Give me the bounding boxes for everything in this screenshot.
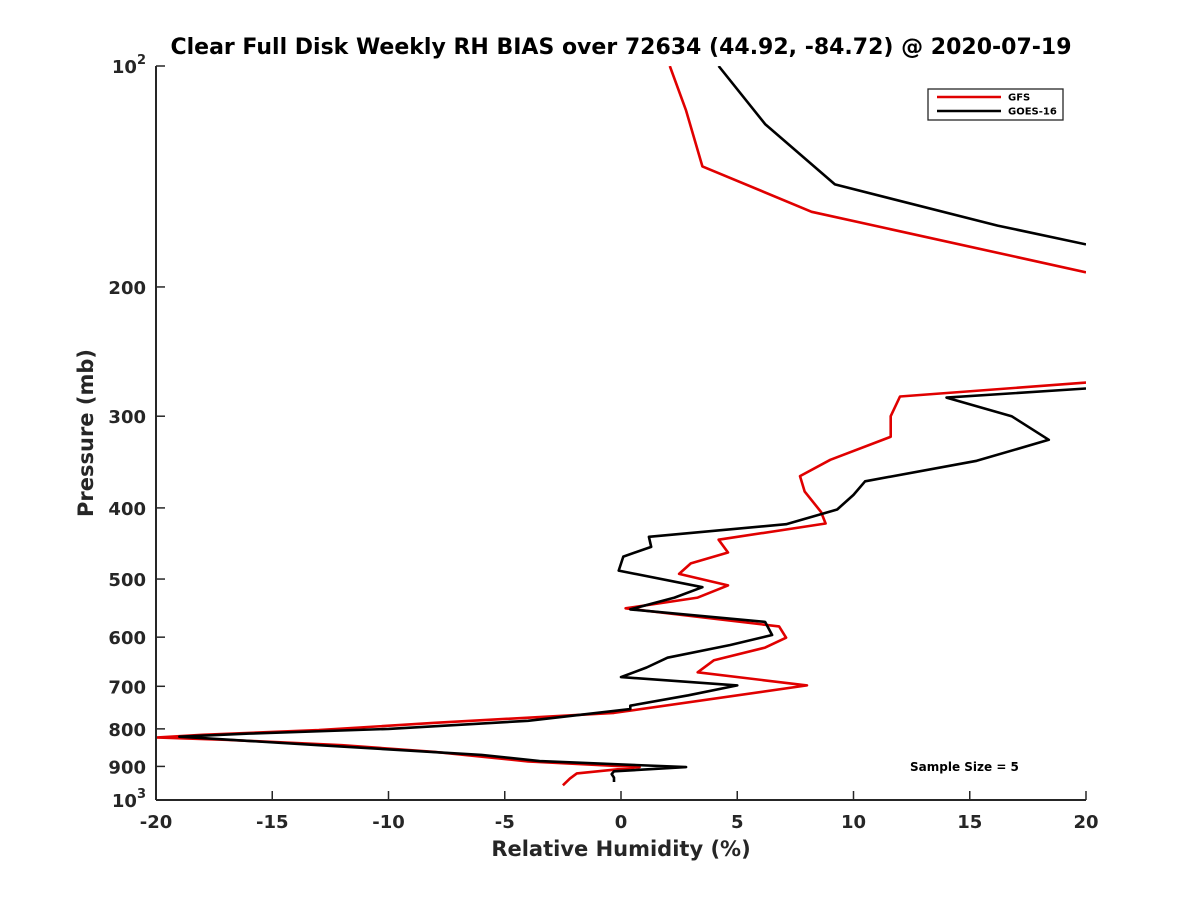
y-axis-label: Pressure (mb) [74,349,98,517]
x-tick-label: 20 [1073,812,1098,833]
series-line-goes-16-segment-1 [717,66,1086,246]
legend-label-gfs: GFS [1008,93,1030,104]
series-layer [156,66,1086,787]
y-tick-label: 200 [108,278,146,299]
y-tick-label: 600 [108,628,146,649]
sample-size-annotation: Sample Size = 5 [910,760,1019,774]
x-tick-label: -15 [256,812,289,833]
legend-box [927,88,1064,121]
x-tick-label: -10 [372,812,405,833]
y-tick-label: 400 [108,499,146,520]
y-tick-label: 103 [112,787,146,812]
y-tick-label: 900 [108,757,146,778]
series-line-goes-16-segment-2 [178,387,1086,782]
y-tick-label: 102 [112,53,146,78]
y-tick-label: 800 [108,720,146,741]
legend: GFS GOES-16 [927,88,1064,121]
series-line-gfs-segment-1 [668,66,1086,274]
x-tick-label: 5 [731,812,744,833]
y-tick-label: 300 [108,407,146,428]
legend-label-goes-16: GOES-16 [1008,107,1057,118]
x-axis-label: Relative Humidity (%) [491,837,750,861]
series-line-gfs-segment-2 [156,381,1086,787]
chart-title: Clear Full Disk Weekly RH BIAS over 7263… [170,35,1071,60]
x-axis-ticks: -20 -15 -10 -5 0 5 10 15 20 [140,791,1099,833]
y-axis-ticks: 102 200 300 400 500 600 700 800 900 103 [108,53,165,812]
y-tick-label: 500 [108,570,146,591]
x-tick-label: 10 [841,812,866,833]
x-tick-label: -5 [495,812,515,833]
x-tick-label: -20 [140,812,173,833]
x-tick-label: 15 [957,812,982,833]
y-tick-label: 700 [108,677,146,698]
x-tick-label: 0 [615,812,628,833]
